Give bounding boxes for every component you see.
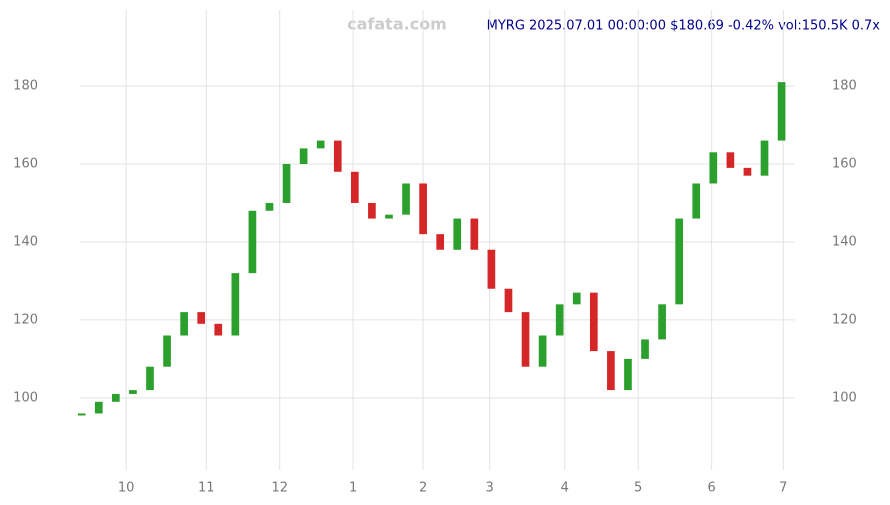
x-tick-label: 3 [486, 481, 494, 496]
candle [726, 152, 735, 168]
candle [180, 312, 188, 336]
candle [453, 218, 462, 250]
candle [436, 234, 445, 250]
y-tick-label-right: 120 [832, 312, 857, 327]
candle [163, 335, 171, 367]
candle [607, 351, 615, 391]
x-tick-label: 2 [419, 481, 427, 496]
candle [265, 202, 274, 211]
candle [675, 218, 684, 305]
x-tick-label: 6 [707, 481, 715, 496]
candle [146, 366, 154, 391]
candle [350, 171, 359, 203]
x-tick-label: 4 [561, 481, 569, 496]
candle [641, 339, 649, 359]
x-tick-label: 7 [779, 481, 787, 496]
candle [760, 140, 769, 176]
x-tick-label: 12 [271, 481, 288, 496]
y-tick-label: 140 [13, 234, 38, 249]
x-tick-label: 5 [634, 481, 642, 496]
candle [282, 163, 291, 203]
candle [385, 214, 393, 219]
y-tick-label-right: 140 [832, 234, 857, 249]
candle [572, 292, 581, 305]
candle [77, 413, 86, 416]
candle [709, 152, 718, 184]
candle [94, 401, 103, 414]
y-tick-label: 160 [13, 156, 38, 171]
candle [538, 335, 547, 367]
candle [129, 390, 137, 394]
watermark: cafata.com [347, 15, 447, 34]
candle [231, 273, 240, 336]
candle [214, 323, 223, 336]
candle [555, 304, 564, 336]
y-tick-label-right: 100 [832, 390, 857, 405]
candle [658, 304, 666, 340]
candle [316, 140, 325, 149]
chart-title: MYRG 2025.07.01 00:00:00 $180.69 -0.42% … [487, 19, 881, 34]
candle [299, 148, 308, 164]
candle [777, 82, 786, 141]
candle [197, 312, 206, 324]
candle [248, 210, 257, 274]
candle [504, 288, 513, 313]
x-tick-label: 10 [118, 481, 135, 496]
candle [624, 358, 632, 391]
candle [743, 167, 752, 176]
candle [487, 249, 496, 289]
y-tick-label: 120 [13, 312, 38, 327]
y-tick-label: 100 [13, 390, 38, 405]
y-tick-label-right: 180 [832, 79, 857, 94]
x-tick-label: 11 [198, 481, 215, 496]
candle [589, 292, 598, 352]
candle [333, 140, 342, 172]
candle [470, 218, 479, 250]
y-tick-label: 180 [13, 79, 38, 94]
x-tick-label: 1 [349, 481, 357, 496]
candle [402, 183, 410, 215]
candle [368, 202, 376, 219]
y-tick-label-right: 160 [832, 156, 857, 171]
candle [112, 393, 120, 402]
candle [692, 183, 701, 219]
candle [419, 183, 427, 235]
candle [521, 312, 530, 367]
